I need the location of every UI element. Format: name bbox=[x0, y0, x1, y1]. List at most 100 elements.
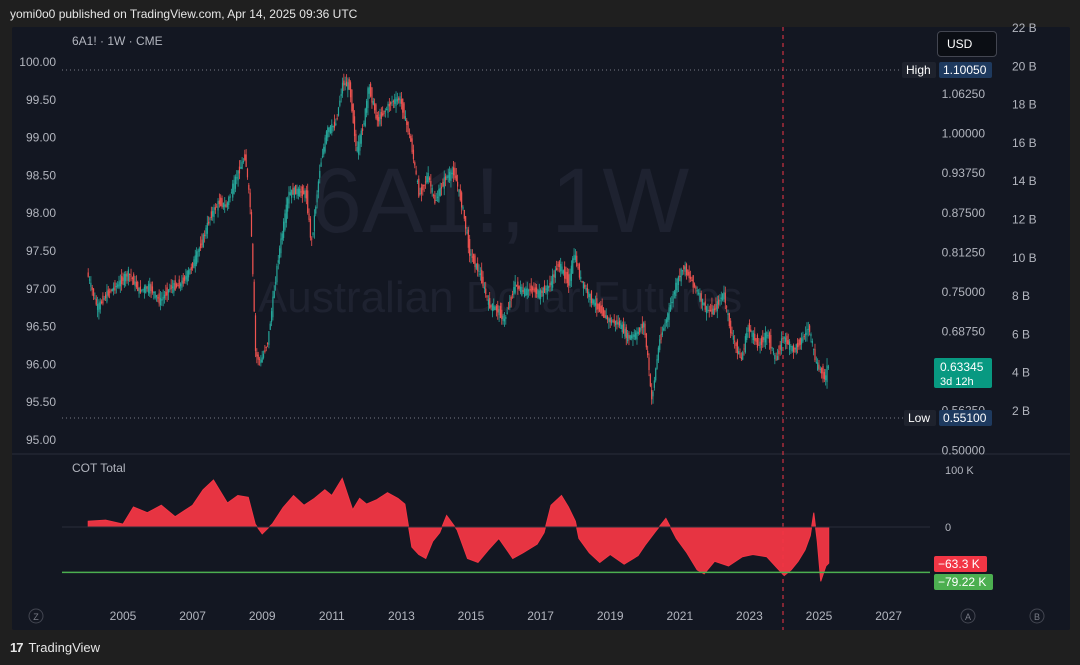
candle-body bbox=[436, 196, 439, 198]
candle-body bbox=[100, 301, 103, 304]
candle-body bbox=[572, 258, 574, 274]
candle-body bbox=[376, 114, 378, 121]
candle-body bbox=[473, 253, 475, 264]
candle-body bbox=[410, 135, 412, 142]
candle-body bbox=[748, 323, 750, 332]
low-label: Low bbox=[908, 411, 930, 425]
candle-body bbox=[181, 280, 183, 288]
candle-body bbox=[495, 306, 498, 311]
candle-body bbox=[87, 272, 89, 277]
candle-body bbox=[323, 146, 325, 155]
candle-body bbox=[799, 337, 801, 345]
candle-body bbox=[336, 118, 338, 120]
candle-body bbox=[366, 100, 368, 113]
candle-body bbox=[493, 305, 495, 310]
candle-body bbox=[119, 280, 121, 287]
candle-body bbox=[553, 274, 555, 278]
candle-body bbox=[364, 108, 366, 126]
candle-body bbox=[200, 243, 202, 249]
candle-body bbox=[300, 191, 302, 193]
candle-body bbox=[802, 336, 804, 342]
candle-body bbox=[601, 304, 603, 317]
candle-body bbox=[205, 227, 207, 237]
candle-body bbox=[651, 390, 653, 400]
candle-body bbox=[270, 311, 273, 322]
candle-body bbox=[509, 301, 511, 309]
candle-body bbox=[459, 189, 461, 201]
candle-body bbox=[242, 160, 245, 162]
left-axis-tick: 100.00 bbox=[19, 55, 56, 69]
candle-body bbox=[622, 323, 625, 334]
left-axis-tick: 98.00 bbox=[26, 206, 56, 220]
x-axis-tick: 2005 bbox=[110, 609, 137, 623]
scale-toggle-letter: A bbox=[965, 612, 971, 622]
candle-body bbox=[645, 333, 647, 348]
high-label-bg bbox=[902, 62, 936, 78]
candle-body bbox=[558, 261, 560, 268]
candle-body bbox=[427, 172, 429, 183]
candle-body bbox=[297, 188, 299, 196]
candle-body bbox=[497, 305, 499, 313]
candle-body bbox=[372, 101, 374, 105]
candle-body bbox=[266, 342, 269, 345]
candle-body bbox=[540, 289, 542, 299]
candle-body bbox=[803, 335, 805, 337]
candle-body bbox=[715, 304, 717, 310]
volume-axis-tick: 16 B bbox=[1012, 136, 1037, 150]
high-value: 1.10050 bbox=[943, 63, 987, 77]
candle-body bbox=[167, 289, 170, 293]
candle-body bbox=[489, 298, 491, 309]
candle-body bbox=[281, 233, 283, 240]
candle-body bbox=[760, 337, 763, 345]
candle-body bbox=[428, 177, 431, 180]
candle-body bbox=[426, 176, 428, 183]
candle-body bbox=[96, 304, 99, 310]
volume-axis-tick: 12 B bbox=[1012, 213, 1037, 227]
candle-body bbox=[494, 306, 496, 311]
candle-body bbox=[506, 312, 508, 314]
candle-body bbox=[407, 121, 409, 133]
candle-body bbox=[735, 342, 737, 347]
candle-body bbox=[182, 277, 184, 284]
candle-body bbox=[696, 289, 698, 292]
candle-body bbox=[621, 324, 623, 333]
candle-body bbox=[131, 277, 133, 280]
candle-body bbox=[458, 189, 460, 193]
candle-body bbox=[418, 178, 420, 197]
low-value: 0.55100 bbox=[943, 411, 987, 425]
candle-body bbox=[412, 149, 415, 160]
candle-body bbox=[222, 202, 224, 208]
candle-body bbox=[105, 294, 107, 299]
x-axis-tick: 2013 bbox=[388, 609, 415, 623]
candle-body bbox=[779, 344, 781, 350]
currency-button[interactable]: USD bbox=[937, 31, 997, 57]
candle-body bbox=[213, 207, 215, 218]
candle-body bbox=[580, 276, 582, 279]
candle-body bbox=[639, 328, 641, 333]
candle-body bbox=[628, 334, 630, 339]
candle-body bbox=[701, 298, 704, 306]
footer-brand[interactable]: TradingView bbox=[28, 640, 101, 655]
candle-body bbox=[254, 315, 257, 351]
candle-body bbox=[818, 364, 820, 369]
candle-body bbox=[577, 267, 579, 269]
candle-body bbox=[534, 287, 536, 293]
candle-body bbox=[790, 346, 792, 348]
candle-body bbox=[404, 116, 407, 121]
candle-body bbox=[90, 282, 92, 287]
candle-body bbox=[248, 184, 250, 190]
candle-body bbox=[153, 291, 155, 293]
candle-body bbox=[588, 291, 590, 298]
candle-body bbox=[357, 141, 360, 155]
candle-body bbox=[474, 255, 476, 268]
candle-body bbox=[467, 229, 469, 248]
candle-body bbox=[688, 271, 690, 279]
candle-body bbox=[636, 331, 638, 340]
candle-body bbox=[680, 268, 682, 282]
candle-body bbox=[165, 291, 167, 296]
candle-body bbox=[676, 278, 678, 291]
candle-body bbox=[751, 331, 753, 337]
candle-body bbox=[448, 172, 451, 181]
candle-body bbox=[479, 273, 481, 276]
